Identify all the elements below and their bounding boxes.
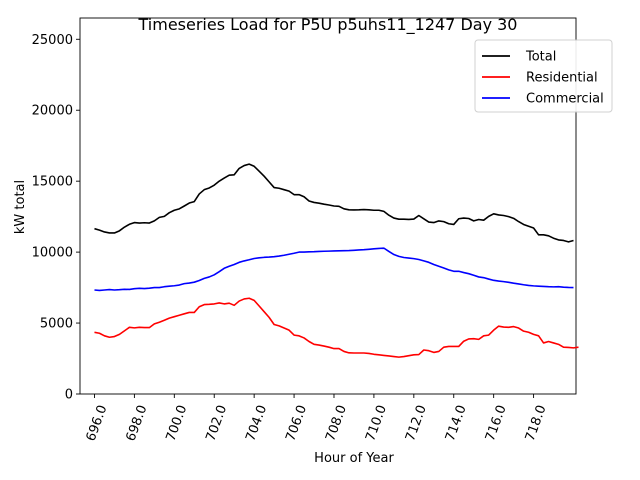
x-tick-label: 710.0 [363,403,390,443]
y-tick-label: 10000 [32,246,73,261]
x-tick-label: 702.0 [203,403,230,443]
x-tick-label: 714.0 [443,403,470,443]
x-axis-ticks: 696.0 698.0 700.0 702.0 704.0 706.0 708.0 710.0… [84,394,550,443]
legend-label-commercial: Commercial [526,92,604,107]
x-tick-label: 700.0 [164,403,191,443]
x-tick-label: 698.0 [124,403,151,443]
x-tick-label: 708.0 [323,403,350,443]
x-tick-label: 696.0 [84,403,111,443]
legend-label-total: Total [525,50,556,65]
series-lines [94,163,579,358]
legend: Total Residential Commercial [474,39,613,113]
x-tick-label: 718.0 [523,403,550,443]
y-axis-label: kW total [13,180,28,234]
chart-title: Timeseries Load for P5U p5uhs11_1247 Day… [138,15,518,35]
y-tick-label: 15000 [32,175,73,190]
x-tick-label: 706.0 [283,403,310,443]
series-line-commercial [94,247,574,292]
x-tick-label: 716.0 [483,403,510,443]
y-axis-ticks: 0 5000 10000 15000 20000 25000 [32,33,80,403]
legend-label-residential: Residential [526,71,598,86]
y-tick-label: 20000 [32,104,73,119]
series-line-total [94,163,574,243]
plot-frame [79,17,577,395]
y-tick-label: 5000 [40,317,73,332]
series-line-residential [94,297,579,358]
x-tick-label: 704.0 [243,403,270,443]
x-axis-label: Hour of Year [314,451,394,466]
y-tick-label: 0 [65,388,73,403]
legend-box [474,39,613,113]
y-tick-label: 25000 [32,33,73,48]
x-tick-label: 712.0 [403,403,430,443]
